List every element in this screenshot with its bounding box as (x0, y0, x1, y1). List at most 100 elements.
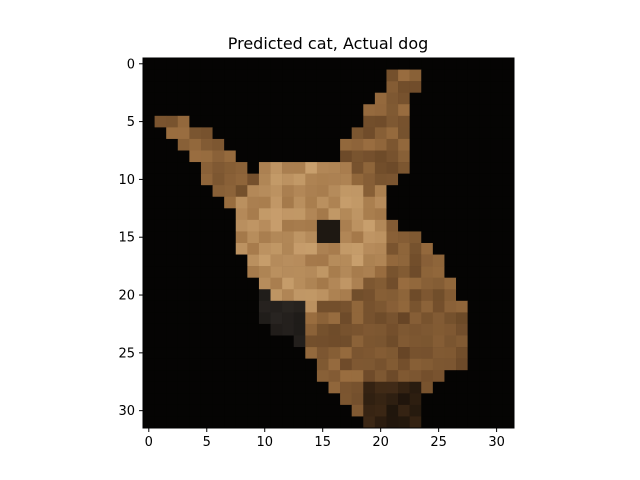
image-pixel (316, 196, 329, 209)
image-pixel (363, 127, 376, 140)
image-pixel (270, 219, 283, 232)
image-pixel (143, 416, 155, 429)
image-pixel (363, 173, 376, 186)
image-pixel (467, 81, 480, 93)
image-pixel (258, 277, 271, 290)
image-pixel (270, 208, 283, 221)
image-pixel (351, 404, 364, 417)
image-pixel (143, 104, 155, 117)
image-pixel (154, 358, 167, 371)
image-pixel (328, 81, 341, 93)
image-pixel (386, 277, 399, 290)
image-pixel (235, 196, 248, 209)
image-pixel (456, 173, 468, 186)
image-pixel (340, 162, 352, 174)
image-pixel (154, 219, 167, 232)
image-pixel (340, 69, 352, 82)
image-pixel (235, 370, 248, 383)
image-pixel (143, 323, 155, 336)
image-pixel (247, 404, 260, 417)
image-pixel (386, 162, 399, 174)
image-pixel (189, 266, 202, 278)
image-pixel (189, 243, 202, 255)
image-pixel (189, 196, 202, 209)
image-pixel (247, 208, 260, 221)
image-pixel (502, 266, 515, 278)
image-pixel (270, 347, 283, 359)
image-pixel (270, 69, 283, 82)
image-pixel (421, 127, 434, 140)
image-pixel (467, 208, 480, 221)
image-pixel (502, 335, 515, 348)
image-pixel (444, 219, 457, 232)
image-pixel (386, 219, 399, 232)
image-pixel (432, 335, 445, 348)
image-pixel (166, 185, 179, 198)
image-pixel (340, 115, 352, 128)
image-pixel (258, 58, 271, 70)
image-pixel (328, 150, 341, 163)
image-pixel (502, 231, 515, 244)
image-pixel (293, 254, 306, 267)
image-pixel (490, 219, 503, 232)
image-pixel (200, 254, 213, 267)
image-pixel (177, 127, 190, 140)
image-pixel (212, 162, 225, 174)
image-pixel (282, 266, 295, 278)
image-pixel (282, 289, 295, 302)
image-pixel (189, 115, 202, 128)
image-pixel (293, 323, 306, 336)
image-pixel (363, 138, 376, 151)
image-pixel (398, 277, 410, 290)
image-pixel (258, 416, 271, 429)
image-pixel (374, 196, 387, 209)
image-pixel (456, 243, 468, 255)
image-pixel (143, 370, 155, 383)
image-pixel (200, 323, 213, 336)
image-pixel (189, 335, 202, 348)
image-pixel (224, 370, 237, 383)
image-pixel (282, 416, 295, 429)
image-pixel (340, 138, 352, 151)
image-pixel (386, 254, 399, 267)
image-pixel (444, 335, 457, 348)
image-pixel (270, 358, 283, 371)
image-pixel (421, 69, 434, 82)
image-pixel (305, 219, 318, 232)
image-pixel (270, 370, 283, 383)
image-pixel (293, 312, 306, 325)
image-pixel (200, 289, 213, 302)
image-pixel (467, 370, 480, 383)
image-pixel (340, 300, 352, 313)
image-pixel (490, 381, 503, 394)
image-pixel (154, 393, 167, 406)
image-pixel (467, 104, 480, 117)
image-pixel (212, 335, 225, 348)
image-pixel (316, 162, 329, 174)
image-pixel (247, 92, 260, 105)
image-pixel (154, 266, 167, 278)
image-pixel (398, 231, 410, 244)
image-pixel (143, 69, 155, 82)
image-pixel (386, 185, 399, 198)
image-pixel (490, 347, 503, 359)
image-pixel (235, 300, 248, 313)
image-pixel (282, 335, 295, 348)
y-axis: 0 5 10 15 20 25 30 (118, 57, 143, 419)
image-pixel (374, 243, 387, 255)
image-pixel (467, 127, 480, 140)
image-pixel (432, 173, 445, 186)
image-pixel (282, 69, 295, 82)
image-pixel (490, 323, 503, 336)
image-pixel (444, 58, 457, 70)
image-pixel (398, 208, 410, 221)
image-pixel (282, 150, 295, 163)
image-pixel (479, 323, 492, 336)
image-pixel (386, 358, 399, 371)
image-pixel (305, 196, 318, 209)
image-pixel (270, 127, 283, 140)
image-pixel (328, 92, 341, 105)
image-pixel (316, 416, 329, 429)
image-pixel (212, 312, 225, 325)
